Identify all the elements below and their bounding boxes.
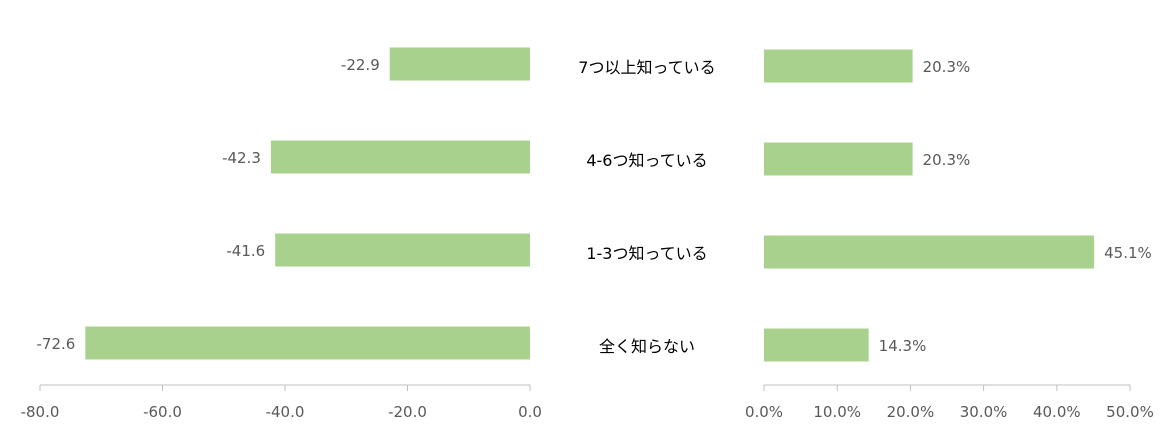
right-bar-label-0: 20.3% [923,58,971,76]
right-x-tick-label-3: 30.0% [960,403,1008,421]
right-bar-label-3: 14.3% [879,337,927,355]
right-bar-label-1: 20.3% [923,151,971,169]
right-bar-label-2: 45.1% [1104,244,1152,262]
category-label-1: 4-6つ知っている [586,151,707,170]
right-bar-0 [764,49,913,83]
left-x-tick-label-2: -40.0 [266,403,305,421]
left-bar-2 [275,233,530,267]
left-bar-label-3: -72.6 [37,335,76,353]
right-bar-2 [764,235,1095,269]
category-label-2: 1-3つ知っている [586,244,707,263]
right-x-tick-label-1: 10.0% [813,403,861,421]
right-x-tick-label-4: 40.0% [1033,403,1081,421]
right-bar-3 [764,328,869,362]
left-x-tick-label-1: -60.0 [143,403,182,421]
left-bar-label-0: -22.9 [341,56,380,74]
category-label-3: 全く知らない [599,337,695,356]
left-x-tick-label-0: -80.0 [21,403,60,421]
right-bar-1 [764,142,913,176]
right-x-tick-label-0: 0.0% [745,403,783,421]
left-x-tick-label-4: 0.0 [518,403,542,421]
left-bar-0 [389,47,530,81]
right-x-tick-label-5: 50.0% [1106,403,1154,421]
left-bar-3 [85,326,530,360]
left-bar-1 [270,140,530,174]
left-x-tick-label-3: -20.0 [388,403,427,421]
left-bar-label-2: -41.6 [226,242,265,260]
category-label-0: 7つ以上知っている [578,58,715,77]
left-bar-label-1: -42.3 [222,149,261,167]
right-x-tick-label-2: 20.0% [887,403,935,421]
